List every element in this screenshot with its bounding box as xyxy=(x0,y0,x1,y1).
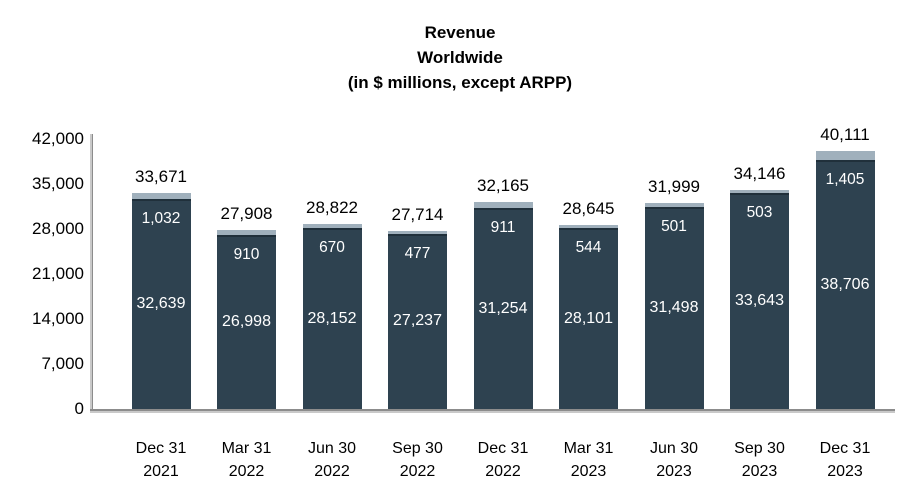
y-tick-label-5: 7,000 xyxy=(41,354,84,373)
bar-bottom-segment-5 xyxy=(559,228,618,409)
bar-bottom-segment-3 xyxy=(388,233,447,409)
total-label: 34,146 xyxy=(733,163,786,183)
category-label-year: 2023 xyxy=(656,463,692,480)
bar-group-4: 911 31,254 32,165 xyxy=(473,176,533,409)
top-segment-label: 503 xyxy=(746,203,773,221)
top-segment-label: 911 xyxy=(490,219,516,237)
category-label-7: Sep 30 2023 xyxy=(715,437,805,483)
total-label: 33,671 xyxy=(135,166,187,186)
bar-top-segment-5 xyxy=(559,224,618,229)
bar-top-segment-7 xyxy=(730,189,789,193)
bar-bottom-segment-6 xyxy=(644,206,704,409)
top-segment-label: 477 xyxy=(404,244,431,262)
chart-title-line-2: Worldwide xyxy=(417,48,503,67)
bar-top-segment-6 xyxy=(644,203,704,207)
category-label-year: 2023 xyxy=(570,463,607,480)
category-label-year: 2022 xyxy=(314,463,350,480)
category-label-date: Dec 31 xyxy=(477,440,529,457)
category-label-2: Jun 30 2022 xyxy=(287,437,377,483)
plot-area: 1,032 32,639 33,671 910 26,998 27,908 670 28,15… xyxy=(90,125,895,411)
bar-top-segment-3 xyxy=(388,230,447,234)
total-label: 31,999 xyxy=(648,177,700,197)
total-label: 27,908 xyxy=(220,203,273,223)
category-label-year: 2022 xyxy=(228,463,265,480)
y-tick-label-4: 14,000 xyxy=(32,309,84,328)
bar-top-segment-8 xyxy=(815,151,875,161)
top-segment-label: 544 xyxy=(575,239,602,257)
category-label-date: Dec 31 xyxy=(819,440,871,457)
y-tick-label-2: 28,000 xyxy=(32,219,84,238)
category-label-date: Jun 30 xyxy=(649,440,699,457)
chart-title: Revenue Worldwide (in $ millions, except… xyxy=(0,20,920,95)
bar-bottom-segment-7 xyxy=(730,192,789,409)
y-tick-label-6: 0 xyxy=(74,399,84,418)
bar-group-7: 503 33,643 34,146 xyxy=(730,164,789,409)
top-segment-label: 1,405 xyxy=(825,171,865,189)
bottom-segment-label: 31,498 xyxy=(649,298,699,316)
category-label-4: Dec 31 2022 xyxy=(458,437,548,483)
bar-group-2: 670 28,152 28,822 xyxy=(302,198,362,409)
category-label-5: Mar 31 2023 xyxy=(544,437,634,483)
category-label-year: 2023 xyxy=(741,463,778,480)
total-label: 32,165 xyxy=(477,176,529,196)
bottom-segment-label: 28,152 xyxy=(307,309,357,327)
bar-bottom-segment-0 xyxy=(131,199,191,409)
y-tick-label-1: 35,000 xyxy=(32,174,84,193)
bottom-segment-label: 33,643 xyxy=(735,291,784,309)
category-label-1: Mar 31 2022 xyxy=(202,437,292,483)
total-label: 28,645 xyxy=(562,198,615,218)
bar-top-segment-0 xyxy=(131,192,191,200)
category-label-year: 2023 xyxy=(827,463,863,480)
bar-top-segment-4 xyxy=(473,202,533,209)
top-segment-label: 670 xyxy=(319,239,345,257)
category-label-8: Dec 31 2023 xyxy=(800,437,890,483)
category-label-date: Jun 30 xyxy=(307,440,357,457)
y-tick-label-3: 21,000 xyxy=(32,264,84,283)
bottom-segment-label: 38,706 xyxy=(820,275,870,293)
total-label: 28,822 xyxy=(306,197,358,217)
y-axis: 42,000 35,000 28,000 21,000 14,000 7,000 0 xyxy=(0,0,84,500)
chart-title-line-1: Revenue xyxy=(424,23,496,42)
category-label-date: Sep 30 xyxy=(392,440,443,457)
category-label-year: 2021 xyxy=(143,463,179,480)
x-axis-line xyxy=(90,409,895,411)
category-label-date: Mar 31 xyxy=(221,440,272,457)
category-label-0: Dec 31 2021 xyxy=(116,437,206,483)
bottom-segment-label: 32,639 xyxy=(136,295,186,313)
bar-group-0: 1,032 32,639 33,671 xyxy=(131,167,191,409)
bottom-segment-label: 26,998 xyxy=(222,313,271,331)
bottom-segment-label: 28,101 xyxy=(564,309,613,327)
bar-group-6: 501 31,498 31,999 xyxy=(644,177,704,409)
top-segment-label: 501 xyxy=(661,217,687,235)
y-tick-label-0: 42,000 xyxy=(32,129,84,148)
bar-group-3: 477 27,237 27,714 xyxy=(388,205,447,409)
bar-bottom-segment-2 xyxy=(302,228,362,409)
top-segment-label: 910 xyxy=(233,246,260,264)
category-label-year: 2022 xyxy=(485,463,521,480)
bar-top-segment-2 xyxy=(302,223,362,229)
bar-bottom-segment-1 xyxy=(217,235,276,409)
bar-group-5: 544 28,101 28,645 xyxy=(559,199,618,409)
bottom-segment-label: 27,237 xyxy=(393,312,442,330)
category-label-3: Sep 30 2022 xyxy=(373,437,463,483)
category-label-date: Dec 31 xyxy=(135,440,187,457)
bar-top-segment-1 xyxy=(217,229,276,236)
y-axis-line xyxy=(90,134,92,411)
category-label-date: Mar 31 xyxy=(563,440,614,457)
total-label: 27,714 xyxy=(391,204,444,224)
total-label: 40,111 xyxy=(820,125,870,145)
category-label-6: Jun 30 2023 xyxy=(629,437,719,483)
category-label-date: Sep 30 xyxy=(734,440,785,457)
top-segment-label: 1,032 xyxy=(141,210,181,228)
bar-group-1: 910 26,998 27,908 xyxy=(217,204,276,409)
bar-bottom-segment-4 xyxy=(473,208,533,409)
bar-group-8: 1,405 38,706 40,111 xyxy=(815,125,875,409)
chart-title-line-3: (in $ millions, except ARPP) xyxy=(347,73,573,92)
bar-bottom-segment-8 xyxy=(815,160,875,409)
category-label-year: 2022 xyxy=(399,463,436,480)
bottom-segment-label: 31,254 xyxy=(478,299,528,317)
